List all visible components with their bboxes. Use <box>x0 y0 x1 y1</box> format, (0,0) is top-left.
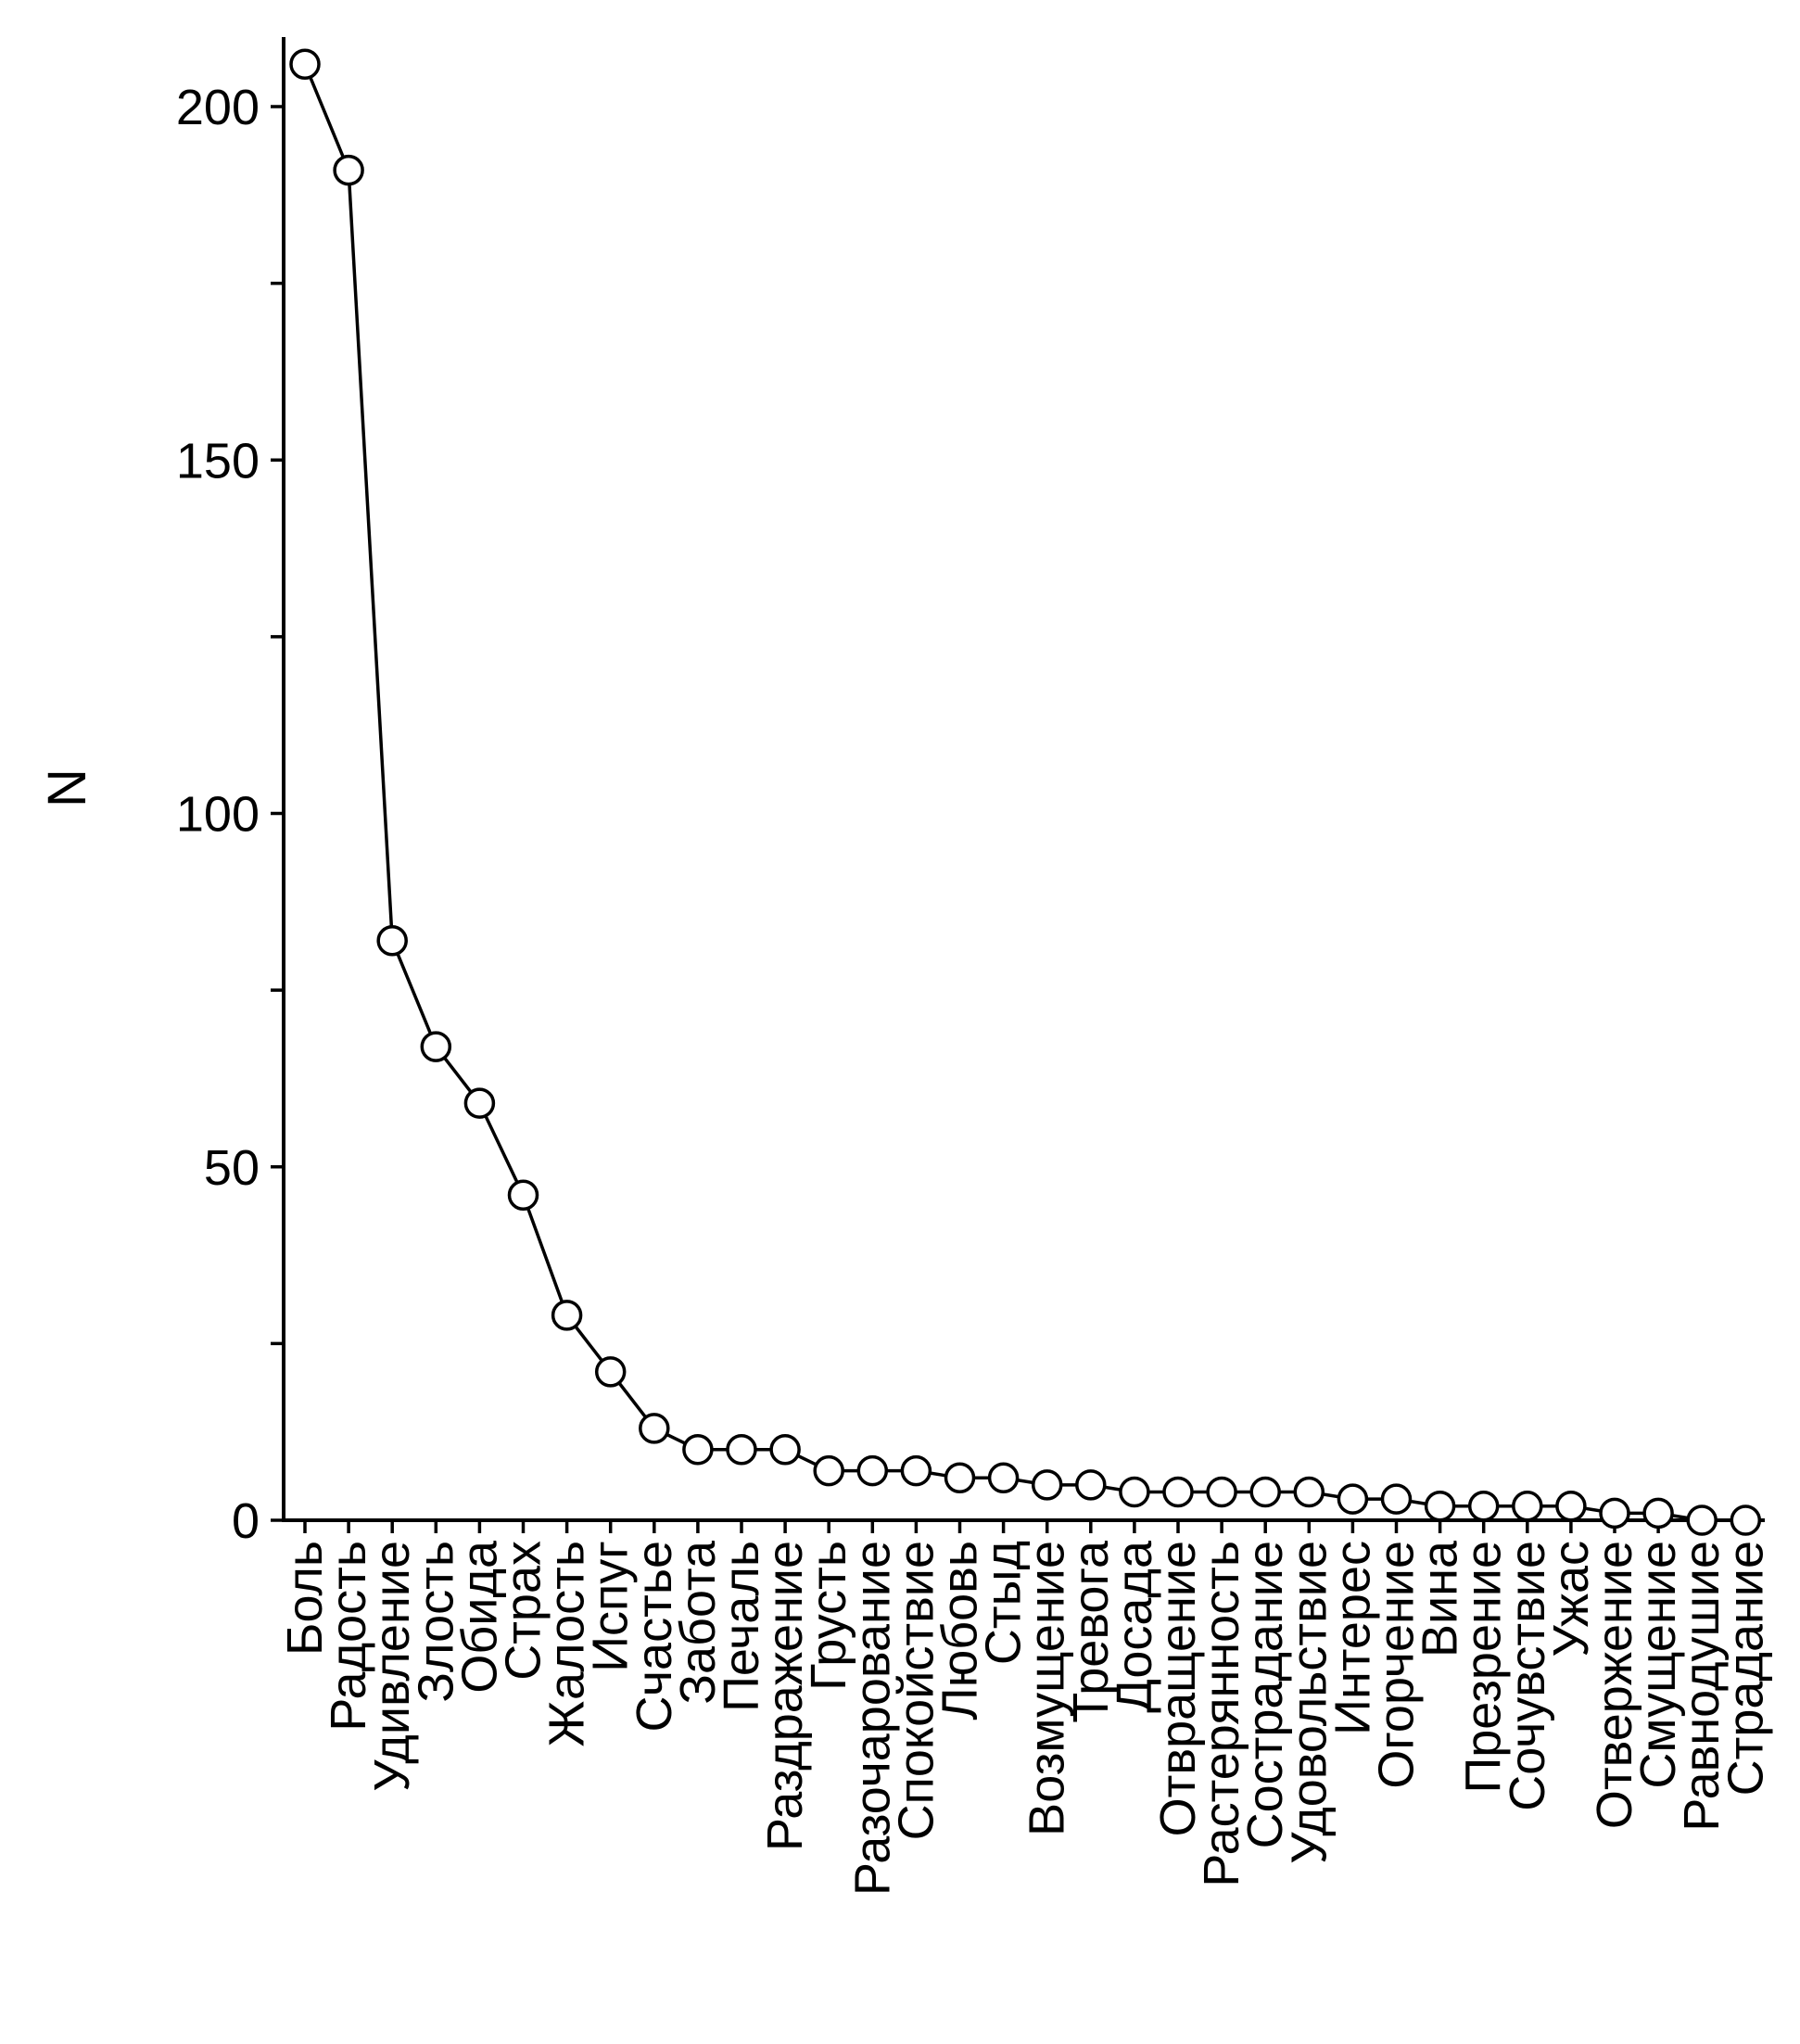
data-point <box>1599 1497 1630 1530</box>
y-tick-label: 50 <box>204 1140 260 1196</box>
data-point <box>1293 1476 1325 1508</box>
category-label: Раздражение <box>757 1541 813 1851</box>
data-point <box>507 1179 539 1211</box>
y-ticks: 0 50 100 150 200 <box>176 80 284 1549</box>
data-point <box>1075 1469 1107 1501</box>
data-point <box>1206 1476 1237 1508</box>
data-point <box>1686 1504 1718 1536</box>
category-label: Боль <box>277 1541 333 1656</box>
category-label: Печаль <box>714 1541 769 1712</box>
data-point <box>594 1356 627 1388</box>
category-label: Отвращение <box>1150 1541 1206 1836</box>
data-point <box>1380 1483 1413 1515</box>
data-point <box>856 1454 889 1487</box>
category-label: Испуг <box>583 1541 639 1672</box>
data-point <box>769 1434 801 1466</box>
category-label: Стыд <box>976 1541 1032 1665</box>
data-point <box>376 925 408 957</box>
category-label: Тревога <box>1063 1540 1119 1723</box>
category-label: Грусть <box>801 1541 856 1691</box>
data-point <box>726 1434 757 1466</box>
category-label: Интерес <box>1325 1541 1380 1735</box>
category-label: Огорчение <box>1369 1541 1425 1789</box>
y-axis-title: N <box>37 768 97 807</box>
data-point <box>987 1462 1020 1493</box>
data-point <box>1642 1497 1674 1530</box>
category-label: Ужас <box>1543 1541 1599 1657</box>
x-ticks <box>303 1520 1748 1533</box>
category-label: Обида <box>451 1540 507 1694</box>
data-point <box>1162 1476 1194 1508</box>
series-n <box>289 48 1762 1536</box>
category-label: Злость <box>408 1541 463 1703</box>
data-point <box>1249 1476 1281 1508</box>
category-label: Досада <box>1107 1540 1162 1713</box>
category-label: Страдание <box>1718 1541 1773 1796</box>
data-point <box>1555 1491 1587 1522</box>
y-tick-label: 200 <box>176 80 260 135</box>
data-point <box>1424 1491 1456 1522</box>
data-point <box>1119 1476 1150 1508</box>
category-label: Жалость <box>539 1541 595 1747</box>
data-point <box>289 48 321 80</box>
data-point <box>551 1300 583 1331</box>
y-tick-label: 100 <box>176 787 260 843</box>
category-label: Удивление <box>364 1541 420 1792</box>
category-label: Презрение <box>1456 1541 1512 1794</box>
data-point <box>944 1462 976 1493</box>
data-point <box>1512 1491 1543 1522</box>
data-point <box>639 1413 670 1444</box>
category-label: Сострадание <box>1237 1541 1293 1848</box>
category-label: Сочувствие <box>1500 1541 1555 1811</box>
category-label: Возмущение <box>1020 1541 1075 1836</box>
category-label: Вина <box>1413 1540 1468 1657</box>
category-label: Счастье <box>627 1541 682 1732</box>
data-point <box>682 1434 714 1466</box>
data-point <box>813 1454 844 1487</box>
category-label: Смущение <box>1630 1541 1686 1789</box>
series-line <box>303 63 1746 1522</box>
data-point <box>1467 1491 1500 1522</box>
category-label: Разочарование <box>844 1541 900 1896</box>
category-label: Любовь <box>932 1541 988 1720</box>
data-point <box>900 1454 932 1487</box>
category-label: Отвержение <box>1587 1541 1642 1829</box>
category-labels: БольРадостьУдивлениеЗлостьОбидаСтрахЖало… <box>277 1540 1773 1896</box>
y-tick-label: 0 <box>232 1493 260 1549</box>
category-label: Страх <box>496 1541 551 1681</box>
data-point <box>463 1087 496 1119</box>
data-point <box>1337 1483 1369 1515</box>
data-point <box>1730 1504 1762 1536</box>
category-label: Радость <box>321 1541 376 1732</box>
y-tick-label: 150 <box>176 433 260 489</box>
category-label: Забота <box>670 1540 726 1705</box>
category-label: Равнодушие <box>1674 1541 1730 1832</box>
data-point <box>333 154 364 186</box>
axes <box>282 37 1765 1522</box>
category-label: Растерянность <box>1194 1541 1249 1887</box>
category-label: Удовольствие <box>1281 1541 1337 1864</box>
category-label: Спокойствие <box>888 1541 944 1840</box>
data-point <box>420 1031 452 1062</box>
data-point <box>1031 1469 1063 1501</box>
